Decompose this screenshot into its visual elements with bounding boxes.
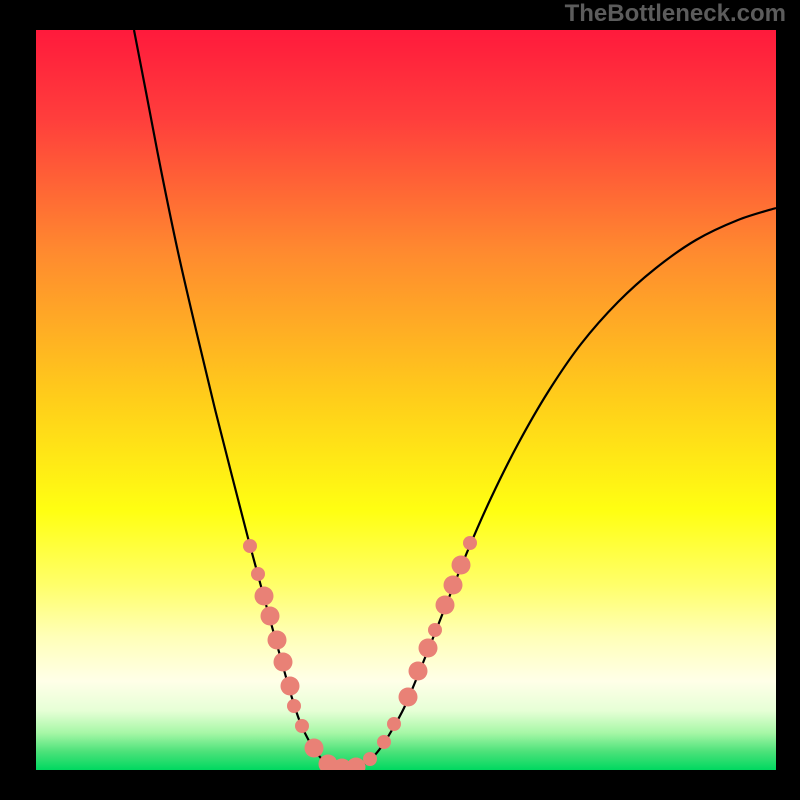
bottleneck-chart xyxy=(36,30,776,770)
curve-marker xyxy=(419,639,438,658)
curve-marker xyxy=(377,735,391,749)
curve-marker xyxy=(428,623,442,637)
curve-marker xyxy=(274,653,293,672)
curve-marker xyxy=(444,576,463,595)
curve-marker xyxy=(251,567,265,581)
curve-marker xyxy=(399,688,418,707)
curve-marker xyxy=(261,607,280,626)
curve-marker xyxy=(463,536,477,550)
curve-marker xyxy=(295,719,309,733)
curve-marker xyxy=(268,631,287,650)
curve-marker xyxy=(281,677,300,696)
curve-marker xyxy=(305,739,324,758)
curve-marker xyxy=(436,596,455,615)
curve-marker xyxy=(409,662,428,681)
chart-frame: TheBottleneck.com xyxy=(0,0,800,800)
curve-marker xyxy=(287,699,301,713)
curve-marker xyxy=(255,587,274,606)
curve-marker xyxy=(363,752,377,766)
gradient-background xyxy=(36,30,776,770)
curve-marker xyxy=(387,717,401,731)
curve-marker xyxy=(243,539,257,553)
curve-marker xyxy=(452,556,471,575)
plot-area xyxy=(36,30,776,770)
watermark-text: TheBottleneck.com xyxy=(565,0,786,28)
